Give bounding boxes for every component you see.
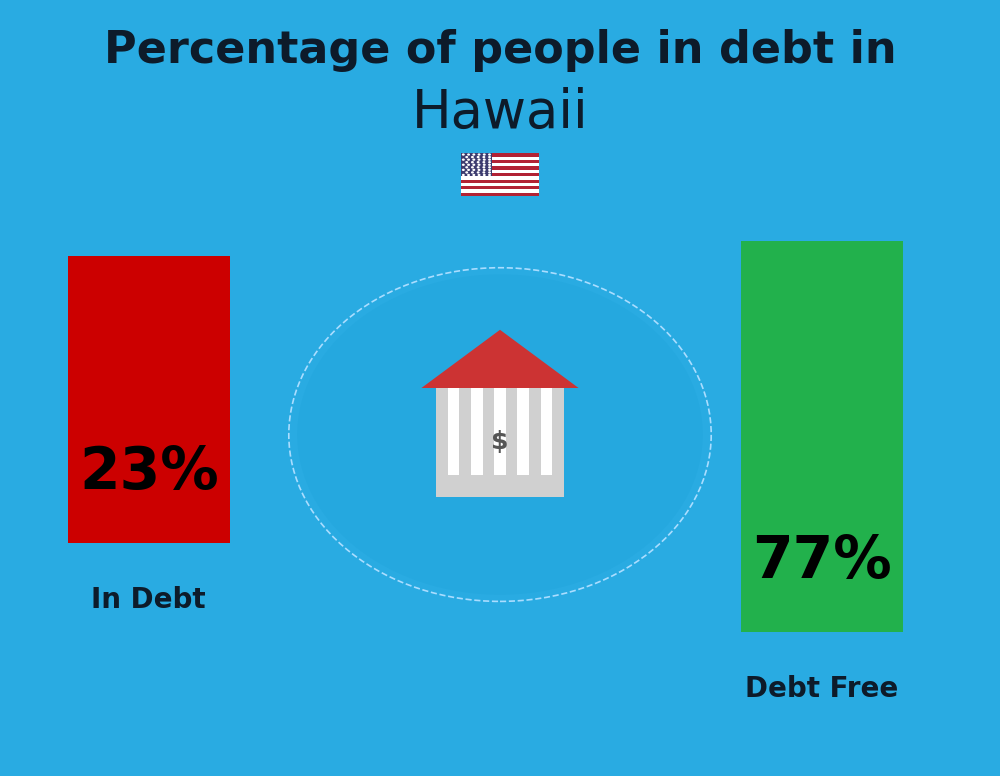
Bar (461, 192, 539, 196)
Circle shape (482, 156, 485, 158)
Bar (461, 189, 539, 192)
Circle shape (472, 174, 475, 176)
Text: Hawaii: Hawaii (412, 86, 588, 139)
Circle shape (471, 161, 474, 164)
Bar (461, 157, 539, 160)
Circle shape (483, 158, 486, 161)
Bar (461, 154, 539, 157)
Circle shape (472, 164, 475, 166)
Bar (494, 388, 506, 475)
Bar (68, 256, 230, 543)
Bar (741, 241, 903, 632)
Circle shape (488, 154, 491, 156)
Bar (471, 388, 483, 475)
Circle shape (472, 168, 475, 171)
Circle shape (488, 158, 491, 161)
Polygon shape (421, 330, 579, 388)
Circle shape (488, 174, 491, 176)
Circle shape (482, 166, 485, 168)
Circle shape (462, 158, 465, 161)
Circle shape (488, 168, 491, 171)
Text: Percentage of people in debt in: Percentage of people in debt in (104, 29, 896, 72)
Circle shape (465, 156, 468, 158)
Text: 77%: 77% (752, 533, 892, 590)
Circle shape (478, 154, 481, 156)
Circle shape (483, 164, 486, 166)
Circle shape (477, 161, 480, 164)
Circle shape (462, 154, 465, 156)
Bar (461, 183, 539, 186)
Circle shape (467, 174, 470, 176)
Bar (517, 388, 529, 475)
Bar (461, 154, 492, 176)
Bar (461, 176, 539, 179)
Bar (461, 163, 539, 166)
Circle shape (467, 168, 470, 171)
Text: 23%: 23% (79, 444, 219, 501)
Circle shape (465, 166, 468, 168)
Circle shape (462, 168, 465, 171)
Circle shape (467, 158, 470, 161)
Bar (461, 160, 539, 163)
Circle shape (477, 171, 480, 174)
Circle shape (472, 158, 475, 161)
Circle shape (483, 154, 486, 156)
Circle shape (483, 168, 486, 171)
Circle shape (472, 154, 475, 156)
Circle shape (467, 164, 470, 166)
Bar (448, 388, 459, 475)
Circle shape (467, 154, 470, 156)
Text: Debt Free: Debt Free (745, 675, 898, 703)
Circle shape (462, 164, 465, 166)
Circle shape (478, 168, 481, 171)
Bar (461, 170, 539, 173)
Circle shape (483, 174, 486, 176)
Circle shape (465, 161, 468, 164)
Circle shape (462, 174, 465, 176)
Circle shape (471, 156, 474, 158)
Circle shape (471, 166, 474, 168)
Circle shape (477, 166, 480, 168)
Text: $: $ (491, 431, 509, 454)
Circle shape (488, 166, 491, 168)
Bar (461, 179, 539, 183)
Circle shape (488, 171, 491, 174)
Circle shape (488, 156, 491, 158)
Circle shape (482, 171, 485, 174)
Bar (461, 166, 539, 170)
Circle shape (297, 275, 703, 594)
Circle shape (478, 164, 481, 166)
Circle shape (471, 171, 474, 174)
Circle shape (478, 158, 481, 161)
Circle shape (488, 161, 491, 164)
Bar (436, 388, 564, 497)
Circle shape (465, 171, 468, 174)
Bar (541, 388, 552, 475)
Circle shape (478, 174, 481, 176)
Circle shape (488, 164, 491, 166)
Bar (461, 173, 539, 176)
Circle shape (477, 156, 480, 158)
Bar (461, 186, 539, 189)
Text: In Debt: In Debt (91, 586, 206, 614)
Circle shape (482, 161, 485, 164)
